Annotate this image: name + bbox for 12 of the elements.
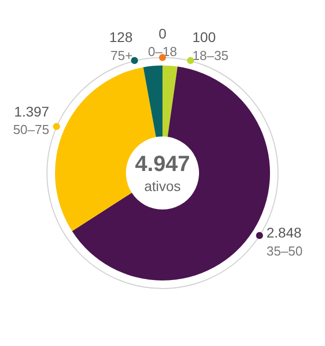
data-label: 1.397 [14, 103, 50, 120]
category-label: 0–18 [148, 44, 177, 60]
data-label: 100 [192, 29, 216, 46]
text: 0 [158, 25, 166, 42]
legend-label: 50–75 [13, 122, 50, 137]
slice-label: 18–35 [192, 48, 229, 63]
text: ativos [144, 178, 181, 194]
data-label: 128 [109, 29, 133, 46]
data-label: 2.848 [266, 224, 302, 241]
text: 4.947 [134, 151, 190, 176]
legend-label: 75+ [110, 48, 133, 63]
slice-label: 35–50 [266, 243, 303, 258]
